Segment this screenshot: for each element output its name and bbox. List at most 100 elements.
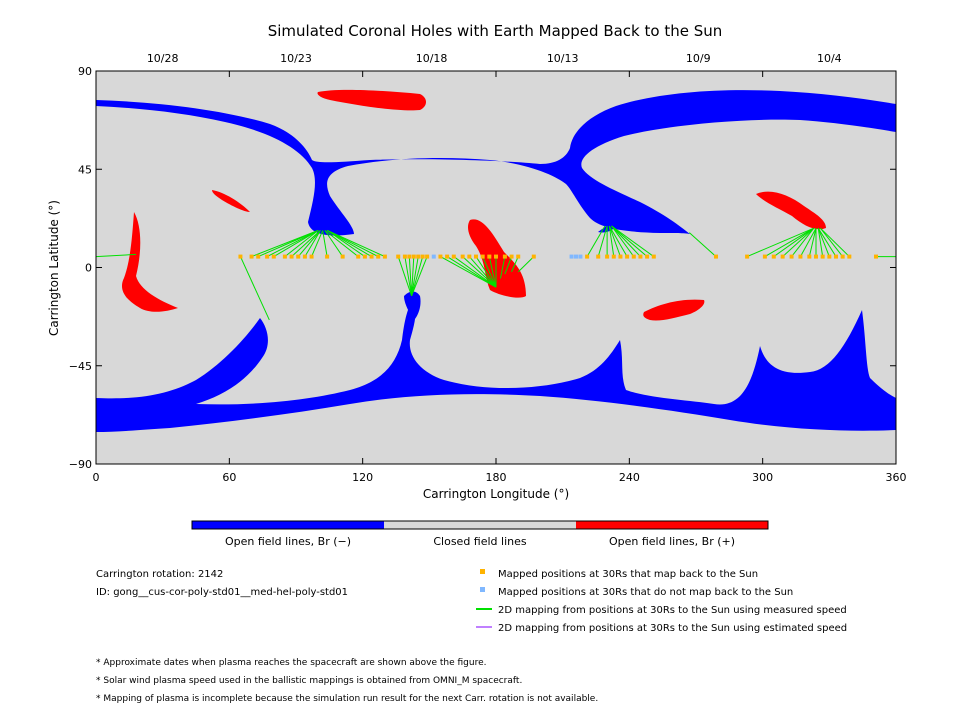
colorbar-frame xyxy=(191,520,769,530)
field-line xyxy=(800,227,817,257)
field-line xyxy=(322,230,328,257)
mapped-point xyxy=(834,254,838,259)
mapped-point xyxy=(376,254,381,259)
field-line xyxy=(239,256,270,321)
mapped-point xyxy=(814,254,818,259)
rotation-text: Carrington rotation: 2142 xyxy=(96,569,223,580)
top-date-label: 10/4 xyxy=(817,52,842,65)
field-line xyxy=(304,230,321,257)
x-tick-label: 180 xyxy=(486,471,507,484)
field-line xyxy=(791,227,815,257)
mapped-point xyxy=(265,254,270,259)
field-line xyxy=(820,227,850,257)
x-tick-label: 360 xyxy=(886,471,907,484)
footnote-speed: * Solar wind plasma speed used in the ba… xyxy=(96,676,522,686)
mapped-point xyxy=(487,254,492,259)
field-line xyxy=(411,256,428,297)
mapped-point xyxy=(789,254,794,259)
unmapped-point xyxy=(569,254,574,259)
mapped-point xyxy=(645,254,650,259)
mapped-point xyxy=(309,254,314,259)
mapped-point xyxy=(369,254,374,259)
mapped-point xyxy=(798,254,803,259)
north-polar-negative-region xyxy=(96,90,896,236)
top-date-label: 10/28 xyxy=(147,52,179,65)
mapped-point xyxy=(509,254,514,259)
field-line xyxy=(764,227,815,258)
mapped-point xyxy=(289,254,294,259)
field-line xyxy=(397,256,413,297)
mapped-point xyxy=(762,254,767,259)
field-line xyxy=(411,256,424,297)
unmapped-point xyxy=(431,254,436,259)
field-line xyxy=(817,227,837,257)
field-line xyxy=(462,256,497,288)
mapped-point xyxy=(402,254,407,259)
field-line xyxy=(324,230,344,257)
y-tick-label: 45 xyxy=(78,163,92,176)
mapped-point xyxy=(296,254,301,259)
x-tick-label: 300 xyxy=(752,471,773,484)
field-line xyxy=(284,229,319,257)
south-positive-region xyxy=(643,299,705,321)
top-date-label: 10/13 xyxy=(547,52,579,65)
north-positive-region xyxy=(317,89,426,111)
field-line-layer xyxy=(95,225,896,321)
field-line xyxy=(488,256,497,288)
field-line xyxy=(475,256,497,288)
unmapped-point xyxy=(574,254,578,259)
mapped-point xyxy=(438,254,443,259)
field-line xyxy=(608,225,628,257)
legend-unmapped-marker xyxy=(480,587,485,592)
mapped-point xyxy=(249,254,254,259)
field-line xyxy=(511,256,519,273)
mapped-point xyxy=(256,254,261,259)
y-axis-label: Carrington Latitude (°) xyxy=(47,200,61,336)
field-line xyxy=(453,256,497,288)
right-positive-region xyxy=(756,191,826,230)
legend-mapped-text: Mapped positions at 30Rs that map back t… xyxy=(498,569,758,580)
mapped-point xyxy=(460,254,465,259)
x-tick-label: 120 xyxy=(352,471,373,484)
mapped-point xyxy=(425,254,430,259)
mapped-point xyxy=(340,254,345,259)
mapped-point xyxy=(714,254,718,259)
field-line xyxy=(782,227,815,257)
y-tick-label: 90 xyxy=(78,65,92,78)
northern-negative-strip xyxy=(598,223,618,233)
field-line xyxy=(611,225,655,257)
field-line xyxy=(446,256,497,288)
field-line xyxy=(411,256,419,296)
field-line xyxy=(608,225,615,257)
mapped-point xyxy=(396,254,401,259)
mapped-point xyxy=(238,254,243,259)
mapped-point xyxy=(474,254,478,259)
field-line xyxy=(817,228,824,257)
y-tick-label: −45 xyxy=(69,360,92,373)
mapped-point xyxy=(874,254,878,259)
field-line xyxy=(611,225,635,257)
mapped-point-layer xyxy=(238,254,878,259)
mapped-point xyxy=(596,254,601,259)
left-positive-region xyxy=(121,212,178,312)
equatorial-negative-neck xyxy=(404,291,421,320)
mapped-point xyxy=(271,254,276,259)
mapped-point xyxy=(631,254,636,259)
field-line xyxy=(440,256,497,288)
field-line xyxy=(504,256,513,275)
mapped-point xyxy=(451,254,456,259)
field-line xyxy=(95,253,137,258)
y-axis: 90 45 0 −45 −90 xyxy=(69,65,896,471)
mapped-point xyxy=(531,254,536,259)
y-tick-label: −90 xyxy=(69,458,92,471)
mapped-point xyxy=(325,254,330,259)
top-date-label: 10/23 xyxy=(280,52,312,65)
mapped-point xyxy=(302,254,307,259)
field-line xyxy=(326,229,372,258)
field-line xyxy=(291,230,321,257)
mapped-point xyxy=(494,254,498,259)
mapped-point xyxy=(847,254,852,259)
field-line xyxy=(297,230,321,257)
field-line xyxy=(611,225,641,257)
